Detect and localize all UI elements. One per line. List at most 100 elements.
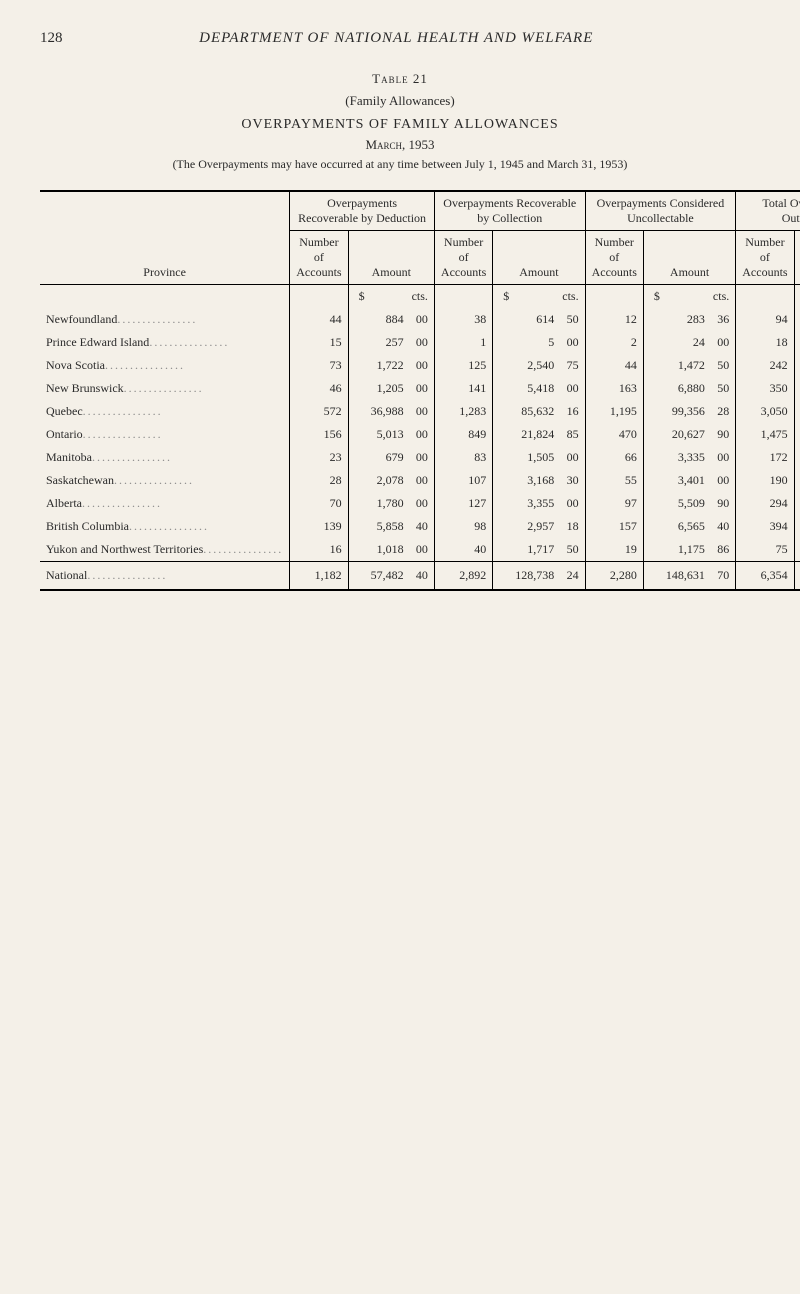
dollar-cell [493, 308, 510, 331]
col-sub-amount: Amount [794, 231, 800, 285]
cents-cell: 00 [410, 400, 435, 423]
amount-cell: 3,401 [660, 469, 711, 492]
province-cell: New Brunswick [40, 377, 290, 400]
cents-cell: 00 [560, 331, 585, 354]
accounts-cell: 849 [434, 423, 492, 446]
dollar-cell [643, 469, 660, 492]
table-row: Manitoba2367900831,50500663,335001725,51… [40, 446, 800, 469]
cents-cell: 00 [410, 469, 435, 492]
dollar-cell [493, 515, 510, 538]
amount-cell: 1,722 [365, 354, 410, 377]
table-row: Newfoundland448840038614501228336941,781… [40, 308, 800, 331]
accounts-cell: 125 [434, 354, 492, 377]
accounts-cell: 294 [736, 492, 794, 515]
currency-symbol: $ [643, 285, 660, 309]
total-row: National1,18257,482402,892128,738242,280… [40, 562, 800, 591]
province-cell: Newfoundland [40, 308, 290, 331]
dollar-cell [493, 377, 510, 400]
cents-cell: 00 [410, 308, 435, 331]
dollar-cell [643, 538, 660, 562]
table-row: Ontario1565,0130084921,8248547020,627901… [40, 423, 800, 446]
accounts-cell: 73 [290, 354, 348, 377]
amount-cell: 3,168 [509, 469, 560, 492]
dollar-cell [643, 331, 660, 354]
cents-cell: 30 [560, 469, 585, 492]
accounts-cell: 70 [290, 492, 348, 515]
amount-cell: 884 [365, 308, 410, 331]
amount-cell: 1,505 [509, 446, 560, 469]
dollar-cell [794, 446, 800, 469]
col-sub-number: Number of Accounts [736, 231, 794, 285]
accounts-cell: 18 [736, 331, 794, 354]
amount-cell: 5,509 [660, 492, 711, 515]
dollar-cell [348, 423, 365, 446]
amount-cell: 3,335 [660, 446, 711, 469]
table-note: (The Overpayments may have occurred at a… [40, 157, 760, 172]
dollar-cell [348, 562, 365, 591]
accounts-cell: 1,475 [736, 423, 794, 446]
province-cell: Alberta [40, 492, 290, 515]
province-cell: National [40, 562, 290, 591]
cents-cell: 28 [711, 400, 736, 423]
accounts-cell: 46 [290, 377, 348, 400]
amount-cell: 57,482 [365, 562, 410, 591]
amount-cell: 1,717 [509, 538, 560, 562]
accounts-cell: 350 [736, 377, 794, 400]
col-group-3: Overpayments Considered Uncollectable [585, 191, 736, 231]
cents-cell: 40 [410, 562, 435, 591]
amount-cell: 5 [509, 331, 560, 354]
dollar-cell [348, 308, 365, 331]
col-group-1: Overpayments Recoverable by Deduction [290, 191, 435, 231]
province-cell: Prince Edward Island [40, 331, 290, 354]
accounts-cell: 44 [585, 354, 643, 377]
province-cell: Ontario [40, 423, 290, 446]
cts-label: cts. [410, 285, 435, 309]
dollar-cell [643, 446, 660, 469]
accounts-cell: 163 [585, 377, 643, 400]
col-sub-number: Number of Accounts [585, 231, 643, 285]
amount-cell: 6,880 [660, 377, 711, 400]
dollar-cell [643, 562, 660, 591]
amount-cell: 2,957 [509, 515, 560, 538]
amount-cell: 85,632 [509, 400, 560, 423]
cents-cell: 50 [711, 377, 736, 400]
accounts-cell: 190 [736, 469, 794, 492]
amount-cell: 5,858 [365, 515, 410, 538]
cents-cell: 75 [560, 354, 585, 377]
province-cell: Manitoba [40, 446, 290, 469]
amount-cell: 99,356 [660, 400, 711, 423]
dollar-cell [493, 423, 510, 446]
province-cell: Saskatchewan [40, 469, 290, 492]
amount-cell: 24 [660, 331, 711, 354]
cents-cell: 24 [560, 562, 585, 591]
col-sub-number: Number of Accounts [434, 231, 492, 285]
dollar-cell [348, 354, 365, 377]
page-header: 128 DEPARTMENT OF NATIONAL HEALTH AND WE… [40, 30, 760, 47]
dollar-cell [794, 562, 800, 591]
dollar-cell [493, 469, 510, 492]
dollar-cell [794, 515, 800, 538]
cts-label: cts. [711, 285, 736, 309]
table-row: Prince Edward Island15257001500224001828… [40, 331, 800, 354]
accounts-cell: 157 [585, 515, 643, 538]
cents-cell: 50 [711, 354, 736, 377]
accounts-cell: 55 [585, 469, 643, 492]
accounts-cell: 2,892 [434, 562, 492, 591]
amount-cell: 5,418 [509, 377, 560, 400]
accounts-cell: 139 [290, 515, 348, 538]
cents-cell: 00 [560, 377, 585, 400]
amount-cell: 614 [509, 308, 560, 331]
amount-cell: 2,540 [509, 354, 560, 377]
currency-symbol: $ [348, 285, 365, 309]
dollar-cell [643, 492, 660, 515]
cents-cell: 50 [560, 308, 585, 331]
dollar-cell [493, 354, 510, 377]
table-row: British Columbia1395,85840982,957181576,… [40, 515, 800, 538]
cts-label: cts. [560, 285, 585, 309]
amount-cell: 148,631 [660, 562, 711, 591]
dollar-cell [794, 400, 800, 423]
accounts-cell: 572 [290, 400, 348, 423]
dollar-cell [794, 423, 800, 446]
cents-cell: 00 [711, 469, 736, 492]
dollar-cell [348, 400, 365, 423]
